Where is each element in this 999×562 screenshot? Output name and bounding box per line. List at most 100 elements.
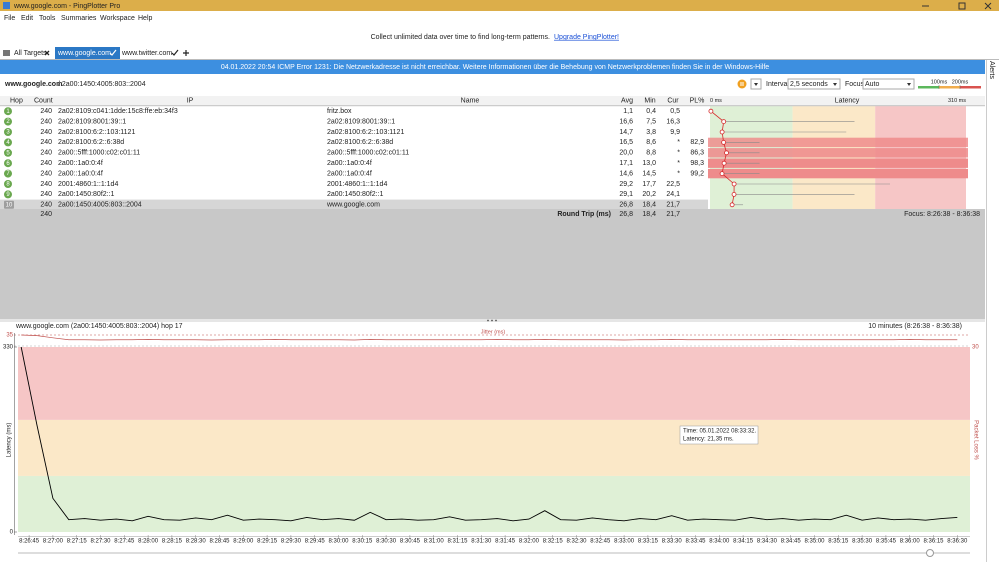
jitter-tick-label: 35 bbox=[6, 333, 13, 339]
hop-number: 9 bbox=[6, 192, 10, 198]
column-header: Min bbox=[644, 97, 655, 104]
hop-badge bbox=[4, 138, 12, 147]
time-scroll-thumb[interactable] bbox=[926, 549, 934, 557]
interval-select[interactable] bbox=[787, 78, 841, 90]
hop-min: 18,4 bbox=[642, 202, 656, 209]
x-tick-label: 8:27:30 bbox=[90, 539, 111, 545]
y2-axis-title: Packet Loss % bbox=[972, 420, 978, 460]
menu-item[interactable]: Workspace bbox=[100, 15, 135, 22]
avg-latency-dot bbox=[721, 160, 727, 166]
avg-latency-dot bbox=[729, 202, 735, 208]
hop-avg: 26,8 bbox=[619, 202, 633, 209]
hop-packet-loss: 99,2 bbox=[690, 170, 704, 177]
tab[interactable]: www.google.com bbox=[57, 50, 111, 57]
chart: 0 330 30 35 8:26:45 8:27:00 8:27:15 8:27:30 8:27… bbox=[3, 329, 979, 544]
tooltip-text: Latency: 21,35 ms. bbox=[683, 437, 734, 443]
x-tick-label: 8:31:00 bbox=[424, 539, 445, 545]
hop-cur: * bbox=[677, 139, 680, 146]
summary-avg: 26,8 bbox=[619, 211, 633, 218]
tab-close[interactable] bbox=[44, 50, 50, 56]
tab[interactable]: www.twitter.com bbox=[121, 50, 172, 57]
close[interactable] bbox=[984, 2, 992, 10]
hop-packet-loss: 98,3 bbox=[690, 160, 704, 167]
hop-cur: * bbox=[677, 160, 680, 167]
latency-band bbox=[18, 475, 970, 532]
tab[interactable]: All Targets bbox=[14, 50, 47, 57]
legend-segment bbox=[939, 86, 960, 89]
avg-latency-line bbox=[710, 110, 735, 205]
hop-badge bbox=[4, 180, 12, 188]
hop-name: 2a02:8100:6:2::6:38d bbox=[327, 139, 393, 146]
x-tick-label: 8:34:00 bbox=[709, 539, 730, 545]
avg-latency-dot bbox=[731, 181, 737, 187]
menu-item[interactable]: Edit bbox=[21, 15, 33, 22]
packet-loss-bar bbox=[708, 137, 968, 148]
hop-min: 13,0 bbox=[642, 160, 656, 167]
legend-segment bbox=[918, 86, 939, 89]
hop-ip: 2a02:8100:6:2::6:38d bbox=[58, 139, 124, 146]
hop-cur: 24,1 bbox=[666, 191, 680, 198]
add-tab[interactable] bbox=[183, 50, 189, 56]
hop-avg: 29,2 bbox=[619, 181, 633, 188]
x-tick-label: 8:32:45 bbox=[590, 539, 611, 545]
hop-name: fritz.box bbox=[327, 108, 352, 115]
hop-min: 17,7 bbox=[642, 181, 656, 188]
hop-min: 3,8 bbox=[646, 129, 656, 136]
x-tick-label: 8:30:45 bbox=[400, 539, 421, 545]
x-tick-label: 8:29:15 bbox=[257, 539, 278, 545]
splitter-dot bbox=[491, 319, 493, 322]
hop-min: 7,5 bbox=[646, 118, 656, 125]
hop-min: 20,2 bbox=[642, 191, 656, 198]
latency-legend: 100ms 200ms bbox=[918, 79, 981, 89]
hop-number: 2 bbox=[6, 119, 10, 125]
hop-count: 240 bbox=[40, 202, 52, 209]
x-tick-label: 8:34:30 bbox=[757, 539, 778, 545]
hop-badge bbox=[4, 169, 12, 178]
table-header bbox=[0, 96, 985, 105]
x-tick-label: 8:32:30 bbox=[566, 539, 587, 545]
upgrade-link[interactable]: Upgrade PingPlotter! bbox=[554, 34, 619, 41]
x-tick-label: 8:33:30 bbox=[662, 539, 683, 545]
hop-packet-loss: 86,3 bbox=[690, 150, 704, 157]
hop-number: 8 bbox=[6, 182, 10, 188]
interval-value: 2,5 seconds bbox=[790, 81, 828, 88]
latency-band bbox=[875, 106, 966, 210]
hop-cur: 22,5 bbox=[666, 181, 680, 188]
maximize[interactable] bbox=[958, 2, 966, 10]
focus-select[interactable] bbox=[862, 78, 915, 90]
x-tick-label: 8:33:45 bbox=[685, 539, 706, 545]
x-tick-label: 8:34:45 bbox=[781, 539, 802, 545]
x-tick-label: 8:28:00 bbox=[138, 539, 159, 545]
x-tick-label: 8:35:45 bbox=[876, 539, 897, 545]
x-tick-label: 8:30:15 bbox=[352, 539, 373, 545]
hop-min: 8,8 bbox=[646, 150, 656, 157]
alerts-tab[interactable]: Alerts bbox=[988, 61, 995, 79]
hop-count: 240 bbox=[40, 191, 52, 198]
x-tick-label: 8:29:30 bbox=[281, 539, 302, 545]
menu-item[interactable]: Tools bbox=[39, 15, 56, 22]
hop-badge bbox=[4, 200, 14, 209]
x-tick-label: 8:27:45 bbox=[114, 539, 135, 545]
hop-min: 14,5 bbox=[642, 170, 656, 177]
latency-axis-label: 0 ms bbox=[710, 98, 722, 104]
summary-cur: 21,7 bbox=[666, 211, 680, 218]
hop-name: 2a00::1a0:0:4f bbox=[327, 160, 372, 167]
hop-count: 240 bbox=[40, 139, 52, 146]
menu-item[interactable]: Summaries bbox=[61, 15, 97, 22]
active-tab[interactable] bbox=[55, 47, 120, 59]
hop-avg: 14,7 bbox=[619, 129, 633, 136]
menu-item[interactable]: Help bbox=[138, 15, 153, 22]
summary-focus: Focus: 8:26:38 - 8:36:38 bbox=[904, 211, 980, 218]
column-header: PL% bbox=[690, 97, 705, 104]
hop-name: 2a00::5fff:1000:c02:c01:11 bbox=[327, 150, 409, 157]
x-tick-label: 8:28:30 bbox=[186, 539, 207, 545]
pause-button[interactable] bbox=[737, 79, 747, 89]
x-tick-label: 8:32:15 bbox=[543, 539, 564, 545]
x-tick-label: 8:31:45 bbox=[495, 539, 516, 545]
title-bar bbox=[0, 0, 999, 11]
latency-band bbox=[792, 106, 876, 210]
menu-item[interactable]: File bbox=[4, 15, 15, 22]
x-tick-label: 8:30:00 bbox=[328, 539, 349, 545]
splitter-dot bbox=[495, 319, 497, 322]
hop-number: 7 bbox=[6, 171, 10, 177]
